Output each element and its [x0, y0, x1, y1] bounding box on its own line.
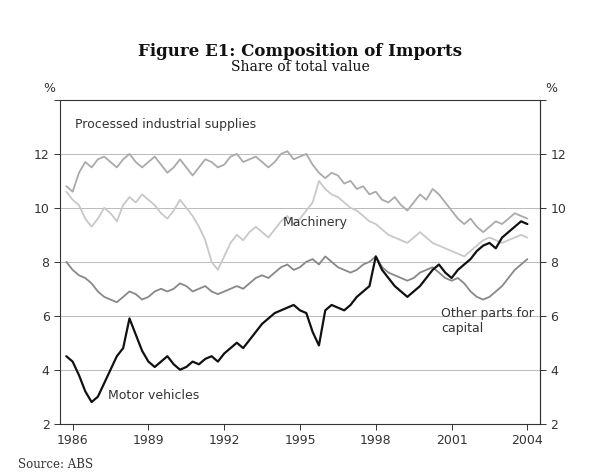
Text: Processed industrial supplies: Processed industrial supplies [75, 118, 256, 131]
Text: Motor vehicles: Motor vehicles [108, 388, 199, 402]
Text: Machinery: Machinery [283, 217, 347, 229]
Text: Source: ABS: Source: ABS [18, 458, 93, 471]
Text: Share of total value: Share of total value [230, 60, 370, 74]
Text: Other parts for
capital: Other parts for capital [442, 307, 535, 335]
Text: Figure E1: Composition of Imports: Figure E1: Composition of Imports [138, 42, 462, 60]
Text: %: % [43, 82, 55, 95]
Text: %: % [545, 82, 557, 95]
